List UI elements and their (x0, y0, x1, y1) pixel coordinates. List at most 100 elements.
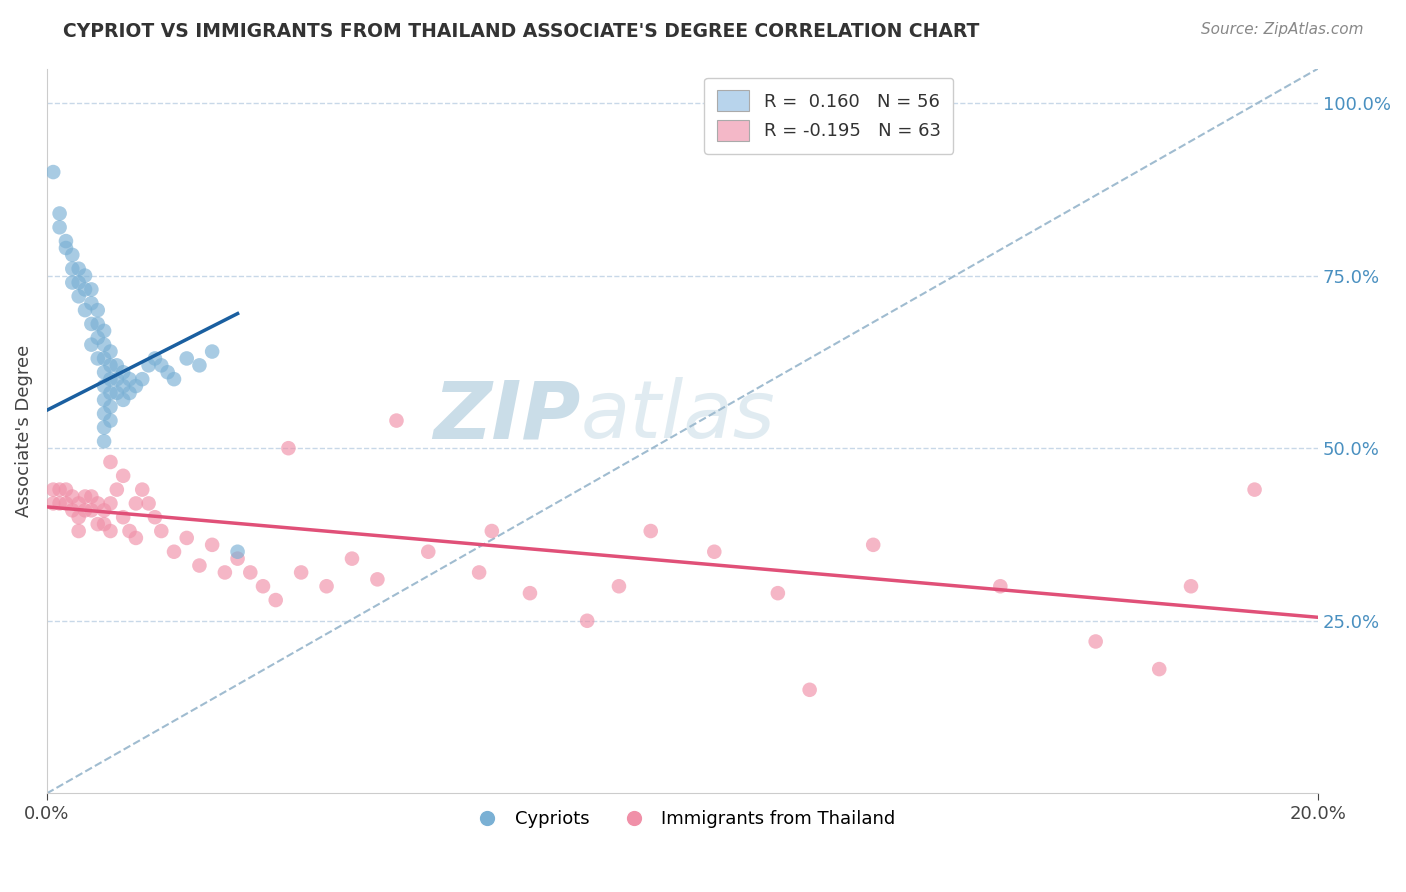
Immigrants from Thailand (125, 496, 148, 510)
Cypriots (93, 379, 115, 393)
Immigrants from Thailand (73, 490, 96, 504)
Immigrants from Thailand (80, 490, 103, 504)
Cypriots (105, 372, 128, 386)
Immigrants from Thailand (1180, 579, 1202, 593)
Cypriots (80, 282, 103, 296)
Immigrants from Thailand (766, 586, 789, 600)
Text: Source: ZipAtlas.com: Source: ZipAtlas.com (1201, 22, 1364, 37)
Cypriots (112, 392, 135, 407)
Cypriots (105, 359, 128, 373)
Cypriots (93, 420, 115, 434)
Cypriots (67, 289, 90, 303)
Immigrants from Thailand (87, 517, 110, 532)
Immigrants from Thailand (150, 524, 173, 538)
Text: atlas: atlas (581, 377, 776, 456)
Cypriots (100, 400, 122, 414)
Legend: Cypriots, Immigrants from Thailand: Cypriots, Immigrants from Thailand (463, 803, 903, 835)
Cypriots (131, 372, 153, 386)
Cypriots (150, 359, 173, 373)
Cypriots (93, 407, 115, 421)
Cypriots (100, 414, 122, 428)
Immigrants from Thailand (1084, 634, 1107, 648)
Immigrants from Thailand (468, 566, 491, 580)
Cypriots (60, 248, 83, 262)
Cypriots (143, 351, 166, 366)
Immigrants from Thailand (862, 538, 884, 552)
Cypriots (67, 261, 90, 276)
Immigrants from Thailand (105, 483, 128, 497)
Immigrants from Thailand (576, 614, 599, 628)
Immigrants from Thailand (277, 441, 299, 455)
Cypriots (93, 351, 115, 366)
Cypriots (80, 317, 103, 331)
Immigrants from Thailand (100, 455, 122, 469)
Immigrants from Thailand (42, 496, 65, 510)
Immigrants from Thailand (366, 572, 388, 586)
Immigrants from Thailand (60, 503, 83, 517)
Immigrants from Thailand (481, 524, 503, 538)
Immigrants from Thailand (80, 503, 103, 517)
Immigrants from Thailand (418, 545, 440, 559)
Cypriots (42, 165, 65, 179)
Cypriots (118, 372, 141, 386)
Immigrants from Thailand (73, 503, 96, 517)
Immigrants from Thailand (93, 503, 115, 517)
Cypriots (93, 324, 115, 338)
Cypriots (48, 220, 70, 235)
Cypriots (100, 344, 122, 359)
Cypriots (87, 303, 110, 318)
Immigrants from Thailand (176, 531, 198, 545)
Cypriots (87, 317, 110, 331)
Cypriots (93, 365, 115, 379)
Immigrants from Thailand (799, 682, 821, 697)
Immigrants from Thailand (315, 579, 337, 593)
Cypriots (55, 234, 77, 248)
Cypriots (100, 386, 122, 401)
Immigrants from Thailand (640, 524, 662, 538)
Cypriots (67, 276, 90, 290)
Text: CYPRIOT VS IMMIGRANTS FROM THAILAND ASSOCIATE'S DEGREE CORRELATION CHART: CYPRIOT VS IMMIGRANTS FROM THAILAND ASSO… (63, 22, 980, 41)
Cypriots (80, 296, 103, 310)
Immigrants from Thailand (48, 483, 70, 497)
Immigrants from Thailand (93, 517, 115, 532)
Immigrants from Thailand (100, 524, 122, 538)
Cypriots (55, 241, 77, 255)
Immigrants from Thailand (163, 545, 186, 559)
Immigrants from Thailand (138, 496, 160, 510)
Immigrants from Thailand (703, 545, 725, 559)
Cypriots (73, 303, 96, 318)
Immigrants from Thailand (252, 579, 274, 593)
Immigrants from Thailand (1243, 483, 1265, 497)
Immigrants from Thailand (48, 496, 70, 510)
Immigrants from Thailand (87, 496, 110, 510)
Immigrants from Thailand (60, 490, 83, 504)
Cypriots (226, 545, 249, 559)
Cypriots (100, 372, 122, 386)
Cypriots (201, 344, 224, 359)
Immigrants from Thailand (67, 524, 90, 538)
Immigrants from Thailand (290, 566, 312, 580)
Immigrants from Thailand (112, 510, 135, 524)
Cypriots (60, 261, 83, 276)
Immigrants from Thailand (125, 531, 148, 545)
Cypriots (118, 386, 141, 401)
Immigrants from Thailand (67, 496, 90, 510)
Immigrants from Thailand (100, 496, 122, 510)
Immigrants from Thailand (188, 558, 211, 573)
Immigrants from Thailand (226, 551, 249, 566)
Cypriots (125, 379, 148, 393)
Cypriots (188, 359, 211, 373)
Immigrants from Thailand (239, 566, 262, 580)
Cypriots (87, 351, 110, 366)
Immigrants from Thailand (214, 566, 236, 580)
Cypriots (138, 359, 160, 373)
Cypriots (93, 392, 115, 407)
Immigrants from Thailand (519, 586, 541, 600)
Cypriots (100, 359, 122, 373)
Cypriots (93, 337, 115, 351)
Y-axis label: Associate's Degree: Associate's Degree (15, 345, 32, 517)
Cypriots (60, 276, 83, 290)
Immigrants from Thailand (131, 483, 153, 497)
Immigrants from Thailand (112, 468, 135, 483)
Cypriots (87, 331, 110, 345)
